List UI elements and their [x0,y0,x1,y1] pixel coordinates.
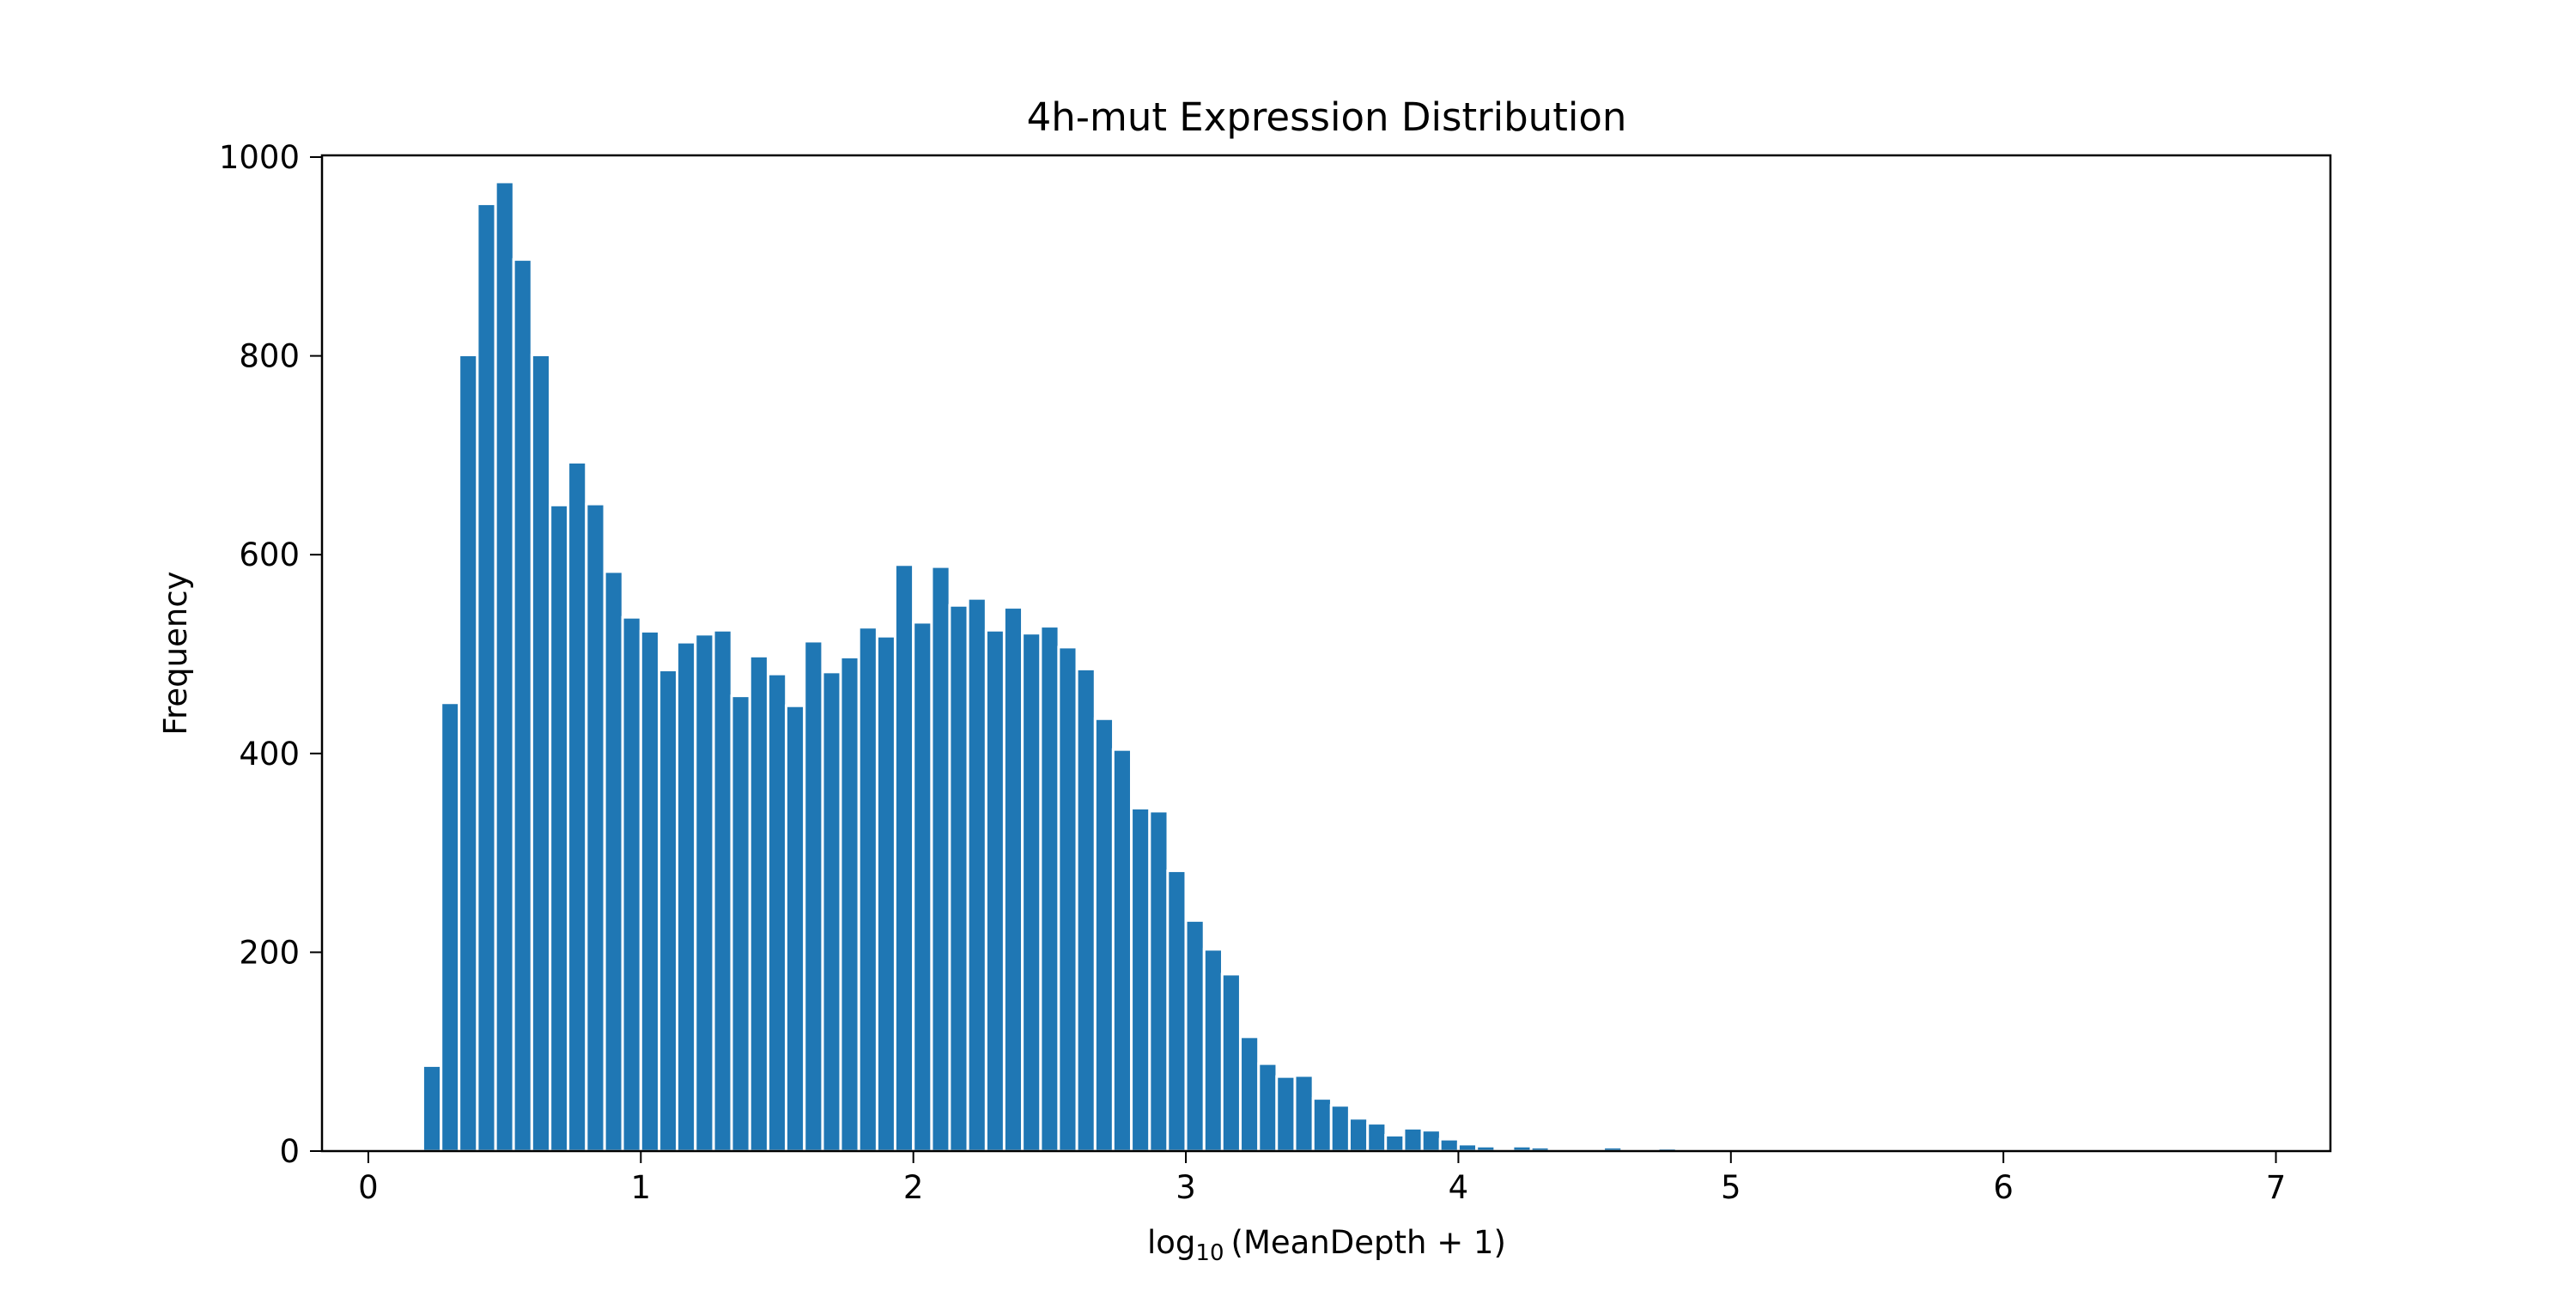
histogram-bar [458,353,479,1153]
histogram-bar [1347,1117,1370,1153]
histogram-bar [767,672,788,1153]
histogram-bar [1257,1062,1279,1153]
histogram-bar [1057,646,1078,1153]
histogram-bar [1093,717,1115,1153]
chart-title: 4h-mut Expression Distribution [1027,94,1627,140]
histogram-bar [1420,1129,1442,1153]
y-tick-label: 600 [239,536,300,573]
histogram-bar [567,461,588,1153]
y-tick-label: 400 [239,736,300,773]
histogram-bar [440,701,461,1153]
y-tick-label: 800 [239,338,300,375]
histogram-bar [1166,869,1188,1153]
x-axis-label-prefix: log [1147,1224,1195,1261]
histogram-bar [930,565,951,1153]
histogram-bar [948,603,969,1153]
x-tick-label: 3 [1176,1169,1196,1206]
histogram-bar [1148,809,1170,1153]
histogram-bar [1184,918,1206,1153]
histogram-bar [1275,1075,1297,1153]
histogram-bar [621,615,642,1153]
x-tick-label: 7 [2266,1169,2287,1206]
histogram-bar [658,669,679,1153]
histogram-bar [1111,748,1133,1153]
histogram-bar [494,180,515,1153]
histogram-bar [1311,1097,1333,1153]
histogram-bar [912,621,933,1153]
histogram-bar [694,633,715,1153]
histogram-bar [585,502,606,1153]
histogram-bar [1239,1035,1261,1153]
histogram-bar [476,202,497,1153]
histogram-bar [712,628,733,1153]
histogram-bar [530,353,552,1153]
histogram-bar [875,634,897,1153]
histogram-bar [1402,1126,1424,1153]
histogram-bar [421,1064,443,1153]
y-tick-label: 200 [239,934,300,971]
x-tick-label: 0 [358,1169,379,1206]
histogram-bar [984,628,1006,1153]
histogram-bar [1021,632,1042,1153]
histogram-bar [603,570,624,1153]
histogram-bar [839,655,860,1153]
histogram-bar [1329,1104,1351,1153]
y-tick-label: 1000 [219,139,300,176]
histogram-bar [1130,806,1151,1153]
x-axis-label-subscript: 10 [1195,1240,1224,1266]
histogram-bar [893,563,915,1153]
histogram-bar [784,704,806,1153]
histogram-bar [857,626,878,1153]
histogram-bar [1039,625,1060,1153]
y-axis-ticks: 0 200 400 600 800 1000 [219,139,322,1170]
histogram-bar [1438,1137,1460,1153]
histogram-bar [549,503,570,1153]
y-axis-label: Frequency [157,571,194,735]
histogram-bar [1075,667,1097,1153]
histogram-bar [1293,1074,1315,1153]
histogram-bar [1002,606,1024,1153]
histogram-bar [639,629,660,1153]
x-tick-label: 4 [1449,1169,1469,1206]
x-axis-ticks: 0 1 2 3 4 5 6 7 [358,1151,2286,1206]
x-tick-label: 1 [631,1169,652,1206]
histogram-bar [676,640,697,1153]
x-tick-label: 6 [1993,1169,2014,1206]
histogram-bar [803,639,824,1153]
histogram-bar [512,258,533,1153]
histogram-bar [748,654,769,1153]
x-tick-label: 5 [1721,1169,1741,1206]
plot-area-frame [320,154,2332,1153]
x-axis-label-suffix: (MeanDepth + 1) [1231,1224,1506,1261]
x-tick-label: 2 [903,1169,924,1206]
histogram-bar [821,670,842,1153]
y-tick-label: 0 [279,1133,300,1170]
histogram-bar [1366,1122,1388,1153]
histogram-bar [1384,1133,1406,1153]
histogram-bar [966,597,987,1153]
x-axis-label: log10 (MeanDepth + 1) [1147,1224,1506,1266]
histogram-bar [1220,973,1242,1153]
histogram-bar [730,694,751,1153]
histogram-bar [1202,948,1224,1153]
